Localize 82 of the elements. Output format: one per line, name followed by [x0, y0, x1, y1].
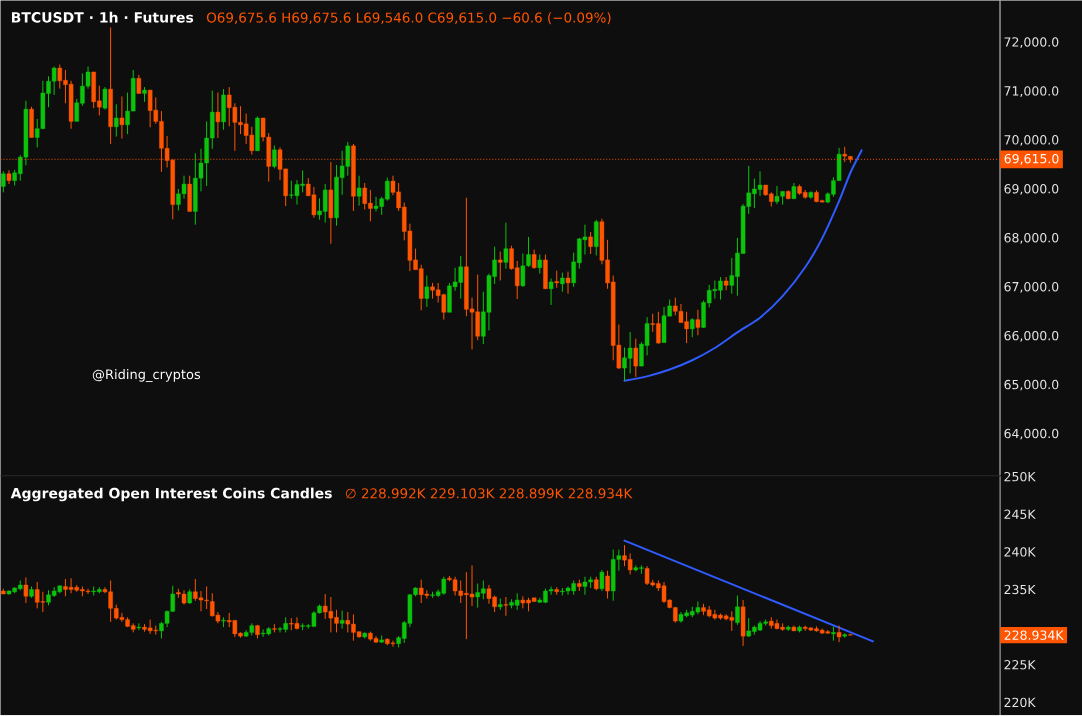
y-tick-label: 69,000.0 [1004, 184, 1059, 195]
candlestick [29, 106, 34, 139]
candlestick [791, 182, 797, 200]
candlestick [531, 249, 537, 270]
candlestick [594, 576, 599, 591]
y-tick-label: 64,000.0 [1004, 428, 1059, 440]
line-series [623, 149, 863, 382]
candlestick [633, 338, 639, 378]
text: 228.934K [1004, 630, 1064, 641]
y-tick-label: 66,000.0 [1004, 331, 1059, 342]
candlestick [142, 86, 147, 103]
candlestick [221, 88, 226, 131]
candlestick [23, 577, 29, 604]
candlestick [735, 595, 740, 626]
y-tick-label: 71,000.0 [1004, 86, 1059, 98]
candlestick [503, 596, 509, 617]
candlestick [554, 586, 559, 596]
text: ∅ 228.992K 229.103K 228.899K 228.934K [345, 488, 633, 499]
candlestick [108, 27, 113, 145]
candlestick [560, 272, 565, 293]
text: BTCUSDT · 1h · Futures [11, 12, 194, 23]
candlestick [503, 222, 509, 270]
y-tick-label: 72,000.0 [1004, 37, 1059, 49]
y-tick-label: 245K [1004, 509, 1036, 520]
candlestick [136, 623, 142, 631]
candlestick [723, 276, 729, 291]
annotation: @Riding_cryptos [92, 369, 201, 383]
candlestick [119, 96, 125, 140]
candlestick [187, 589, 192, 605]
candlestick [215, 92, 221, 139]
y-tick-label: 70,000.0 [1004, 135, 1059, 147]
text: O69,675.6 H69,675.6 L69,546.0 C69,615.0 −60.6 (−0.09%) [206, 12, 611, 25]
candlestick [808, 191, 814, 200]
candlestick [272, 623, 277, 634]
ref-line-label: 69,615.0 [1004, 154, 1059, 165]
candlestick [379, 635, 384, 644]
y-tick-label: 67,000.0 [1004, 282, 1059, 293]
candlestick [339, 610, 345, 630]
candlestick [537, 254, 543, 275]
candlestick [831, 626, 836, 642]
candlestick [695, 309, 701, 336]
candlestick [136, 74, 142, 95]
candlestick [114, 103, 119, 138]
candlestick [221, 617, 226, 628]
candlestick [786, 625, 791, 632]
candlestick [498, 598, 503, 611]
candlestick [424, 275, 430, 308]
y-tick-label: 225K [1004, 660, 1036, 670]
candlestick [1, 170, 6, 194]
candlestick [836, 625, 842, 643]
candlestick [255, 624, 260, 640]
candlestick [362, 632, 367, 640]
candlestick [29, 586, 34, 599]
y-tick-label: 68,000.0 [1004, 233, 1059, 244]
y-tick-label: 220K [1004, 697, 1036, 708]
candlestick [543, 254, 548, 290]
candlestick [791, 625, 797, 632]
candlestick [328, 161, 334, 245]
candlestick [187, 175, 192, 213]
y-tick-label: 240K [1004, 547, 1036, 557]
candlestick [356, 175, 362, 207]
candlestick [6, 170, 12, 185]
candlestick [272, 145, 277, 170]
y-tick-label: 250K [1004, 472, 1036, 482]
candlestick [1, 588, 6, 595]
text: Aggregated Open Interest Coins Candles [10, 487, 332, 502]
candlestick [498, 251, 503, 282]
candlestick [255, 116, 260, 152]
candlestick [102, 86, 108, 111]
candlestick [577, 579, 582, 592]
candlestick [565, 271, 571, 295]
candlestick [740, 599, 746, 647]
candlestick [588, 231, 593, 255]
candlestick [548, 278, 554, 306]
candlestick [605, 570, 610, 600]
y-tick-label: 65,000.0 [1004, 380, 1059, 391]
candlestick [842, 632, 847, 639]
y-tick-label: 235K [1004, 584, 1036, 595]
candlestick [786, 190, 791, 200]
candlestick [690, 317, 695, 338]
candlestick [594, 219, 599, 257]
candlestick [554, 270, 559, 289]
